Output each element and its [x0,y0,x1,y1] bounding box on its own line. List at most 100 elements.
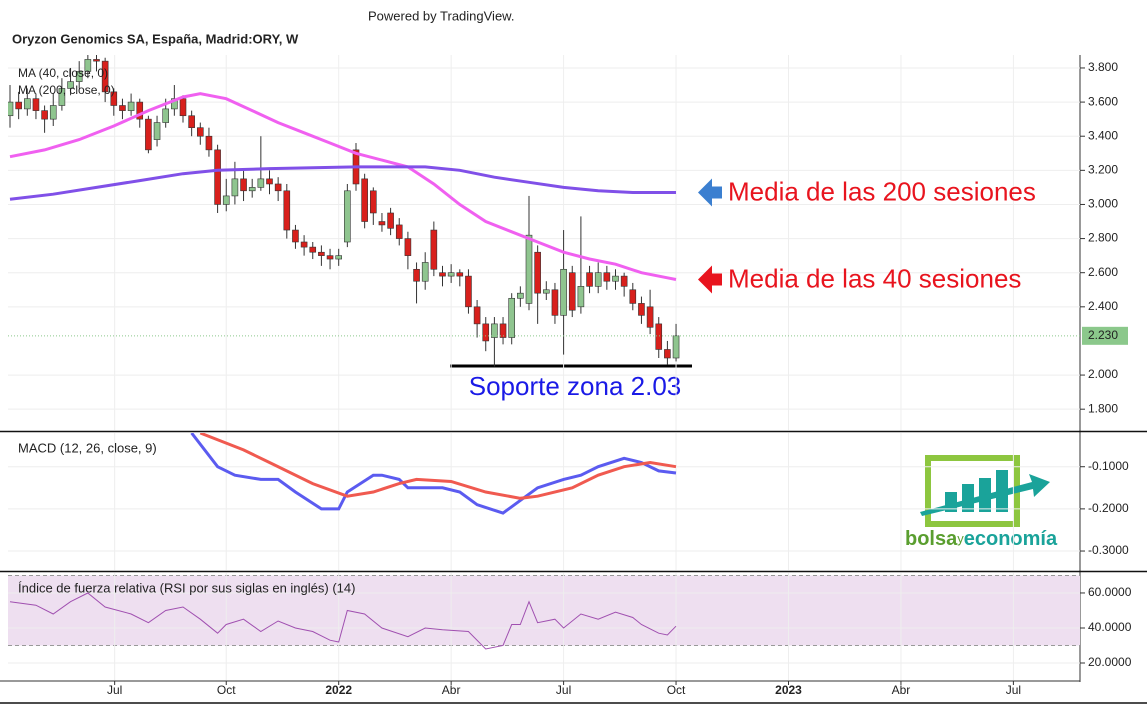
candle-body [378,221,386,226]
candle-body [387,212,394,229]
candle-body [162,108,169,123]
candle-body [231,178,239,197]
y-tick-label: 3.400 [1088,128,1118,142]
candle-body [430,229,438,270]
candle-body [594,272,602,287]
candle-body [517,292,524,299]
series-line [9,592,677,650]
candle-body [499,323,507,338]
candle-body [214,149,221,205]
candle-body [344,190,351,243]
candle-body [8,101,14,117]
candle-body [586,272,593,287]
candle-body [551,289,559,316]
candle-body [568,272,576,311]
candle-body [32,98,40,111]
logo-bar [962,484,974,512]
y-tick-label: 3.000 [1088,197,1118,211]
logo: bolsayeconomía [905,455,1058,550]
candle-body [110,91,118,106]
candle-body [447,272,455,277]
candle-body [266,178,273,185]
candle-body [525,234,533,304]
candle-body [248,187,256,192]
candle-body [473,306,481,325]
annotation-arrow [698,265,722,294]
candle-body [274,183,282,192]
candle-body [240,178,247,192]
y-tick-label: 3.600 [1088,94,1118,108]
candle-body [49,105,57,120]
y-tick-label: 1.800 [1088,401,1118,415]
pane [8,55,1080,430]
candle-body [612,275,619,282]
last-price-box [1082,326,1128,345]
logo-part: economía [964,528,1058,550]
y-tick-label: 60.0000 [1088,585,1132,599]
candle-body [508,297,515,338]
candle-body [620,275,628,287]
candle-body [395,224,403,239]
logo-part: bolsa [905,528,958,550]
candle-body [361,178,368,222]
y-tick-label: -0.3000 [1088,543,1129,557]
candle-body [136,101,144,120]
candle-body [205,135,213,151]
series-line [199,433,677,500]
logo-text: bolsayeconomía [905,528,1058,550]
candle-body [439,272,446,277]
candle-body [672,335,680,359]
x-tick-label: 2023 [775,683,802,697]
series-line [190,433,677,515]
x-tick-label: Jul [556,683,571,697]
powered-by: Powered by TradingView. [368,8,514,23]
y-tick-label: 2.600 [1088,265,1118,279]
candle-body [318,251,325,256]
annotation: Media de las 40 sesiones [728,263,1021,293]
y-tick-label: -0.1000 [1088,459,1129,473]
candle-body [369,190,377,214]
x-tick-label: Jul [1006,683,1021,697]
series-line [9,92,677,281]
candle-body [292,229,299,243]
pane-title: MACD (12, 26, close, 9) [18,440,157,455]
candle-body [23,98,31,110]
candle-body [335,255,342,260]
candle-body [119,105,126,111]
logo-arrow [920,474,1050,516]
candle-body [41,110,48,120]
candle-body [456,272,464,277]
x-tick-label: 2022 [325,683,352,697]
candle-body [257,178,265,188]
candle-body [482,323,490,342]
legend-entry: MA (200, close, 0) [18,83,115,97]
candle-body [629,289,637,304]
candle-body [646,306,654,328]
x-tick-label: Jul [107,683,122,697]
candle-body [84,59,92,72]
candle-body [153,122,161,140]
x-tick-label: Abr [892,683,911,697]
candle-body [145,118,152,151]
candle-body [664,349,671,359]
candle-body [491,323,498,338]
y-tick-label: -0.2000 [1088,501,1129,515]
pane [8,573,1080,680]
candle-body [222,195,230,205]
candle-body [196,127,204,137]
y-tick-label: 3.200 [1088,163,1118,177]
chart-title: Oryzon Genomics SA, España, Madrid:ORY, … [12,31,299,46]
y-tick-label: 2.400 [1088,299,1118,313]
candle-body [283,190,291,231]
candle-body [300,241,308,248]
candle-body [603,272,611,282]
logo-part: y [957,531,964,546]
candle-body [534,251,541,294]
x-tick-label: Oct [217,683,236,697]
pane-title: Índice de fuerza relativa (RSI por sus s… [18,580,355,595]
candle-body [465,275,472,308]
candle-body [171,98,178,110]
candle-body [188,115,195,128]
candle-body [404,238,412,256]
